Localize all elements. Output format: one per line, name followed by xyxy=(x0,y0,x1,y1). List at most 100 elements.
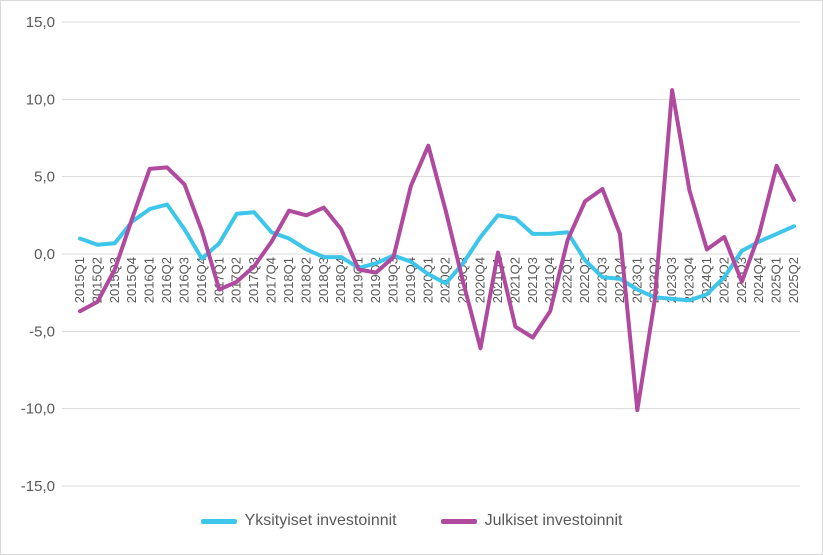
data-point xyxy=(114,242,116,244)
data-point xyxy=(532,337,534,339)
data-point xyxy=(584,259,586,261)
data-point xyxy=(410,261,412,263)
data-point xyxy=(567,231,569,233)
x-tick-label: 2025Q1 xyxy=(769,257,784,303)
data-point xyxy=(480,347,482,349)
data-point xyxy=(96,301,98,303)
y-tick-label: 15,0 xyxy=(26,14,55,31)
legend-label-private: Yksityiset investoinnit xyxy=(244,512,397,529)
x-tick-label: 2024Q4 xyxy=(751,257,766,303)
data-point xyxy=(671,298,673,300)
data-point xyxy=(601,188,603,190)
data-point xyxy=(271,241,273,243)
data-point xyxy=(793,225,795,227)
data-point xyxy=(340,256,342,258)
data-point xyxy=(149,168,151,170)
data-point xyxy=(236,281,238,283)
data-point xyxy=(619,278,621,280)
data-point xyxy=(636,409,638,411)
data-point xyxy=(601,276,603,278)
data-point xyxy=(689,299,691,301)
x-tick-label: 2022Q1 xyxy=(560,257,575,303)
x-tick-label: 2023Q4 xyxy=(682,257,697,303)
y-tick-label: 0,0 xyxy=(34,246,55,263)
data-point xyxy=(149,208,151,210)
legend: Yksityiset investoinnit Julkiset investo… xyxy=(0,512,823,530)
data-point xyxy=(375,262,377,264)
gridlines xyxy=(62,21,800,487)
data-point xyxy=(480,236,482,238)
x-tick-label: 2018Q3 xyxy=(316,257,331,303)
legend-item-public: Julkiset investoinnit xyxy=(440,512,622,530)
data-point xyxy=(497,251,499,253)
data-point xyxy=(114,268,116,270)
data-point xyxy=(183,228,185,230)
data-point xyxy=(706,248,708,250)
data-point xyxy=(427,145,429,147)
data-point xyxy=(323,256,325,258)
data-point xyxy=(340,228,342,230)
data-point xyxy=(462,281,464,283)
y-tick-label: -5,0 xyxy=(29,323,55,340)
y-tick-label: -15,0 xyxy=(21,478,55,495)
data-point xyxy=(183,183,185,185)
data-point xyxy=(358,268,360,270)
data-point xyxy=(636,289,638,291)
x-tick-label: 2021Q2 xyxy=(507,257,522,303)
data-point xyxy=(549,233,551,235)
series-lines xyxy=(78,88,796,413)
data-point xyxy=(166,166,168,168)
y-axis: -15,0 -10,0 -5,0 0,0 5,0 10,0 15,0 xyxy=(21,14,55,495)
series-line-public xyxy=(78,88,796,413)
y-tick-label: 10,0 xyxy=(26,91,55,108)
data-point xyxy=(445,210,447,212)
x-tick-label: 2022Q3 xyxy=(594,257,609,303)
data-point xyxy=(445,282,447,284)
x-tick-label: 2019Q3 xyxy=(385,257,400,303)
data-point xyxy=(305,214,307,216)
x-tick-label: 2025Q2 xyxy=(786,257,801,303)
data-point xyxy=(706,293,708,295)
data-point xyxy=(218,242,220,244)
x-tick-label: 2021Q3 xyxy=(525,257,540,303)
x-tick-label: 2020Q1 xyxy=(420,257,435,303)
data-point xyxy=(723,276,725,278)
legend-swatch-private xyxy=(200,518,237,524)
data-point xyxy=(288,210,290,212)
data-point xyxy=(497,214,499,216)
x-tick-label: 2023Q1 xyxy=(629,257,644,303)
data-point xyxy=(79,238,81,240)
x-tick-label: 2020Q2 xyxy=(438,257,453,303)
x-tick-label: 2015Q4 xyxy=(124,257,139,303)
data-point xyxy=(532,233,534,235)
x-tick-label: 2018Q1 xyxy=(281,257,296,303)
data-point xyxy=(584,200,586,202)
x-tick-label: 2020Q4 xyxy=(473,257,488,303)
data-point xyxy=(671,89,673,91)
data-point xyxy=(567,239,569,241)
data-point xyxy=(79,310,81,312)
x-tick-label: 2023Q3 xyxy=(664,257,679,303)
legend-swatch-public xyxy=(440,518,477,524)
data-point xyxy=(549,310,551,312)
data-point xyxy=(619,233,621,235)
y-tick-label: 5,0 xyxy=(34,169,55,186)
legend-item-private: Yksityiset investoinnit xyxy=(200,512,397,530)
y-tick-label: -10,0 xyxy=(21,401,55,418)
data-point xyxy=(723,236,725,238)
data-point xyxy=(288,238,290,240)
data-point xyxy=(96,244,98,246)
x-tick-label: 2017Q4 xyxy=(264,257,279,303)
data-point xyxy=(741,281,743,283)
data-point xyxy=(776,165,778,167)
data-point xyxy=(271,231,273,233)
data-point xyxy=(758,241,760,243)
x-tick-label: 2019Q4 xyxy=(403,257,418,303)
data-point xyxy=(218,289,220,291)
x-tick-label: 2018Q4 xyxy=(333,257,348,303)
x-tick-label: 2016Q4 xyxy=(194,257,209,303)
data-point xyxy=(758,233,760,235)
data-point xyxy=(323,207,325,209)
data-point xyxy=(305,248,307,250)
